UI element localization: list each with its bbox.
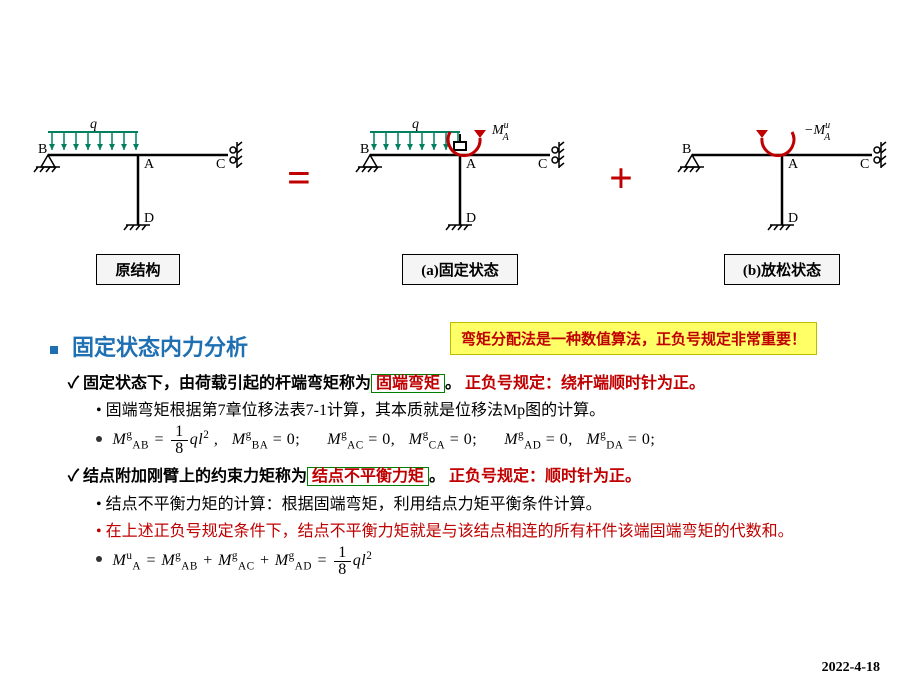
- svg-text:D: D: [144, 211, 154, 226]
- equation-unbalanced-moment: MuA = MgAB + MgAC + MgAD = 18ql2: [96, 545, 888, 578]
- plus-icon: +: [606, 155, 636, 203]
- svg-text:B: B: [38, 142, 47, 157]
- bullet-sign-convention: 在上述正负号规定条件下，结点不平衡力矩就是与该结点相连的所有杆件该端固端弯矩的代…: [96, 518, 888, 545]
- svg-text:C: C: [216, 157, 225, 172]
- diagram-original: q: [8, 120, 268, 285]
- svg-text:A: A: [466, 157, 477, 172]
- bullet-calc-note: 固端弯矩根据第7章位移法表7-1计算，其本质就是位移法Mp图的计算。: [96, 397, 888, 424]
- svg-text:C: C: [538, 157, 547, 172]
- svg-text:−MuA: −MuA: [804, 120, 831, 143]
- body-text: 固定状态下，由荷载引起的杆端弯矩称为固端弯矩。 正负号规定：绕杆端顺时针为正。 …: [68, 370, 888, 578]
- caption-fixed: (a)固定状态: [402, 254, 518, 285]
- svg-text:D: D: [788, 211, 798, 226]
- bullet-unbalanced-moment: 结点附加刚臂上的约束力矩称为结点不平衡力矩。 正负号规定：顺时针为正。: [68, 463, 888, 490]
- slide-date: 2022-4-18: [822, 660, 880, 676]
- svg-text:D: D: [466, 211, 476, 226]
- diagram-row: q: [0, 120, 920, 290]
- svg-text:A: A: [788, 157, 799, 172]
- svg-text:q: q: [90, 120, 97, 132]
- square-bullet-icon: [50, 346, 58, 354]
- bullet-unbalanced-calc: 结点不平衡力矩的计算：根据固端弯矩，利用结点力矩平衡条件计算。: [96, 491, 888, 518]
- caption-original: 原结构: [96, 254, 179, 285]
- diagram-fixed: q MuA: [330, 120, 590, 285]
- svg-text:B: B: [682, 142, 691, 157]
- section-heading: 固定状态内力分析: [50, 330, 248, 362]
- highlight-note: 弯矩分配法是一种数值算法，正负号规定非常重要！: [450, 322, 817, 355]
- svg-text:B: B: [360, 142, 369, 157]
- svg-text:C: C: [860, 157, 869, 172]
- bullet-fixed-end-moment: 固定状态下，由荷载引起的杆端弯矩称为固端弯矩。 正负号规定：绕杆端顺时针为正。: [68, 370, 888, 397]
- equals-icon: =: [284, 155, 314, 203]
- svg-text:MuA: MuA: [491, 120, 510, 143]
- diagram-release: −MuA B A C: [652, 120, 912, 285]
- equation-fixed-end-moments: MgAB = 18ql2 , MgBA = 0; MgAC = 0, MgCA …: [96, 424, 888, 457]
- svg-text:A: A: [144, 157, 155, 172]
- svg-text:q: q: [412, 120, 419, 132]
- caption-release: (b)放松状态: [724, 254, 840, 285]
